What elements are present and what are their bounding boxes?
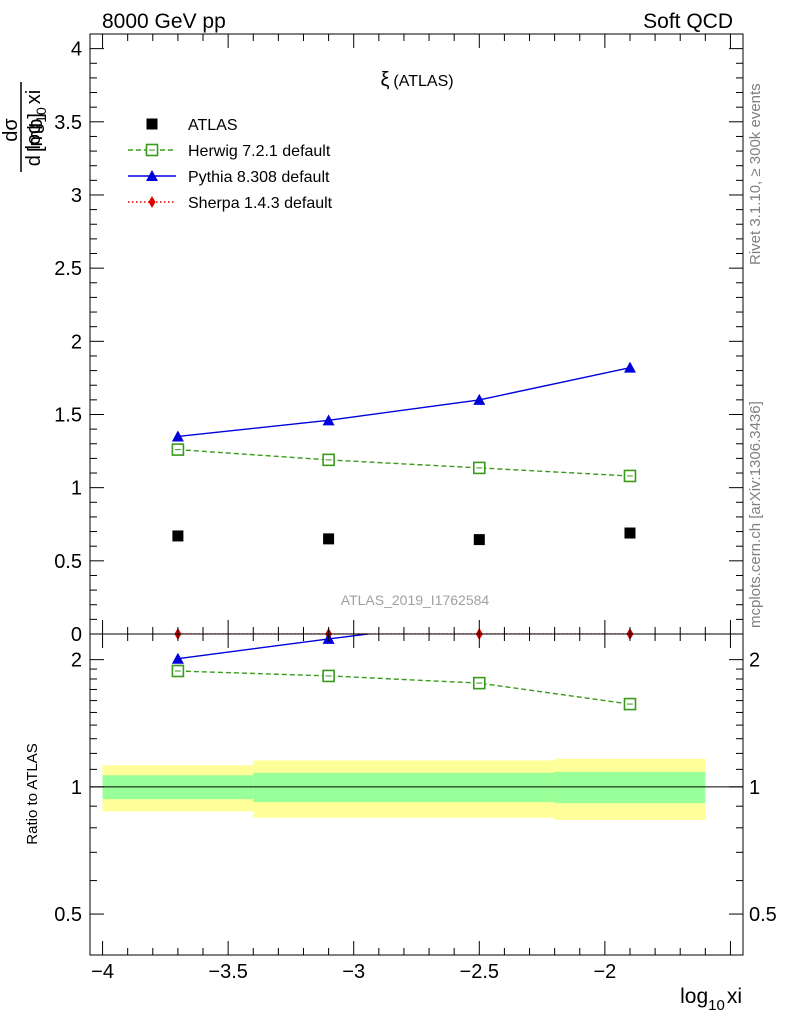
point-pythia [171, 430, 184, 442]
ratio-y-tick-label: 0.5 [54, 904, 82, 926]
ratio-point-pythia [171, 652, 184, 664]
x-tick-label: −2.5 [460, 961, 499, 983]
ratio-y-tick-label: 2 [71, 650, 82, 672]
x-axis-label: log10xi [680, 985, 742, 1014]
main-series-marks [171, 361, 637, 640]
rivet-info-label: Rivet 3.1.10, ≥ 300k events [747, 83, 764, 265]
ratio-frame [89, 633, 744, 956]
y-tick-label: 4 [71, 39, 82, 61]
header-right-label: Soft QCD [643, 10, 733, 33]
y-tick-label: 1.5 [54, 404, 82, 426]
point-herwig [623, 469, 637, 483]
point-atlas [473, 534, 485, 546]
ratio-y-axis-label: Ratio to ATLAS [24, 743, 41, 844]
ylabel-numerator: dσ [0, 118, 22, 142]
ylabel-unit: [mb] [25, 113, 47, 152]
y-tick-label: 0 [71, 624, 82, 646]
main-y-axis-ticks: 0 0.5 1 1.5 2 2.5 3 3.5 4 [54, 39, 743, 646]
ratio-y-tick-label-right: 1 [749, 777, 760, 799]
ratio-y-tick-label: 1 [71, 777, 82, 799]
point-atlas [323, 533, 335, 545]
point-herwig [472, 461, 486, 475]
legend-label-atlas: ATLAS [188, 117, 238, 134]
series-line-pythia [177, 367, 631, 438]
x-tick-label: −3.5 [208, 961, 247, 983]
ratio-y-tick-label-right: 0.5 [749, 904, 777, 926]
point-pythia [623, 361, 636, 373]
y-tick-label: 2 [71, 331, 82, 353]
mcplots-info-label: mcplots.cern.ch [arXiv:1306.3436] [747, 401, 764, 628]
legend-marker-herwig [145, 143, 159, 157]
ratio-line-pythia [177, 634, 374, 660]
uncertainty-bands [90, 758, 743, 820]
ratio-point-herwig [171, 664, 185, 678]
series-line-herwig [177, 448, 631, 477]
point-atlas [172, 530, 184, 542]
main-y-axis-label: [mb] dσ d log10xi [0, 82, 49, 172]
x-tick-label: −4 [91, 961, 114, 983]
point-pythia [473, 393, 486, 405]
point-atlas [624, 527, 636, 539]
y-tick-label: 3 [71, 185, 82, 207]
y-tick-label: 2.5 [54, 258, 82, 280]
y-tick-label: 1 [71, 478, 82, 500]
main-panel: 0 0.5 1 1.5 2 2.5 3 3.5 4 ξ (ATLAS) ATLAS_2019_I1… [0, 33, 744, 646]
y-tick-label: 3.5 [54, 112, 82, 134]
legend: ATLAS Herwig 7.2.1 default Pythia 8.308 de… [128, 117, 333, 212]
header-left-label: 8000 GeV pp [102, 10, 226, 33]
uncertainty-band-inner [253, 772, 555, 803]
chart-title: ξ (ATLAS) [380, 69, 453, 91]
ratio-series-marks [171, 632, 637, 711]
legend-label-sherpa: Sherpa 1.4.3 default [188, 195, 333, 212]
main-series-lines [177, 367, 631, 634]
ratio-line-herwig [177, 670, 631, 705]
legend-marker-pythia [146, 170, 158, 181]
legend-marker-atlas [146, 118, 158, 130]
main-x-axis-ticks [102, 34, 731, 634]
ratio-point-herwig [472, 676, 486, 690]
point-pythia [322, 414, 335, 426]
chart-title-symbol: ξ [380, 69, 389, 91]
legend-marker-sherpa [148, 196, 156, 208]
x-tick-label: −3 [342, 961, 365, 983]
y-tick-label: 0.5 [54, 551, 82, 573]
ratio-panel: 0.5 0.5 1 1 2 2 −4 −3.5 −3 −2.5 −2 Ratio to ATLAS… [24, 632, 777, 1014]
uncertainty-band-inner [554, 771, 706, 804]
ratio-series-lines [177, 634, 631, 705]
ratio-y-axis-ticks: 0.5 0.5 1 1 2 2 [54, 650, 777, 926]
ratio-point-herwig [623, 697, 637, 711]
analysis-watermark: ATLAS_2019_I1762584 [341, 592, 490, 608]
ratio-y-tick-label-right: 2 [749, 650, 760, 672]
legend-label-pythia: Pythia 8.308 default [188, 169, 330, 186]
ratio-point-herwig [322, 669, 335, 683]
point-herwig [322, 453, 335, 467]
point-herwig [171, 443, 185, 456]
chart-title-source: (ATLAS) [393, 73, 453, 90]
x-tick-label: −2 [593, 961, 616, 983]
ylabel-denominator: d log10xi [23, 90, 49, 166]
ratio-x-axis-ticks: −4 −3.5 −3 −2.5 −2 [91, 634, 731, 983]
legend-label-herwig: Herwig 7.2.1 default [188, 143, 331, 160]
